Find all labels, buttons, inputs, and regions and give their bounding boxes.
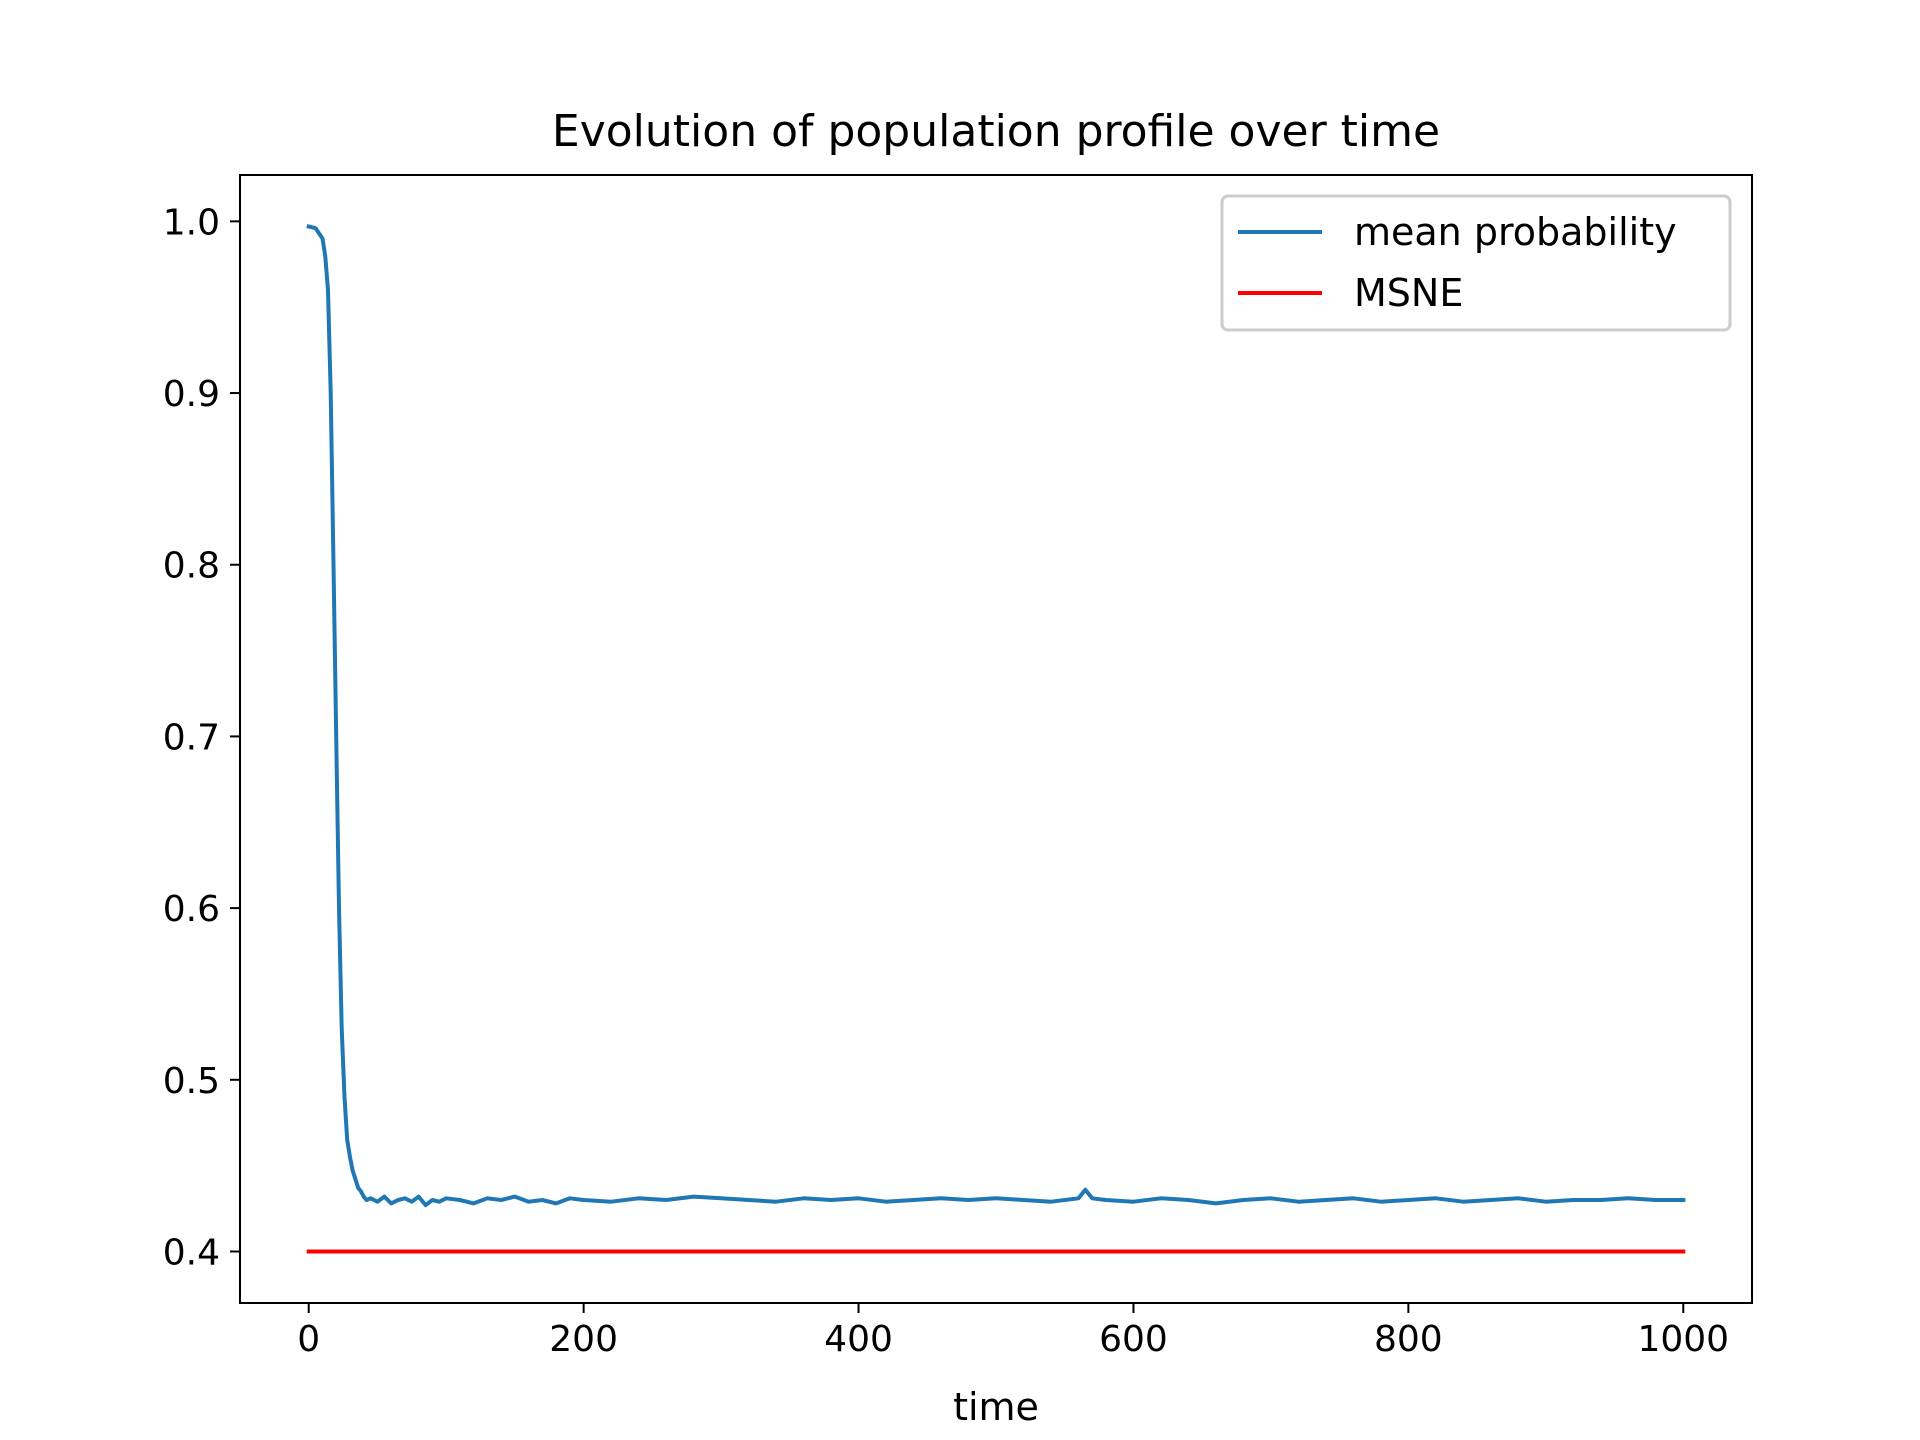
y-tick-label: 1.0: [163, 202, 220, 243]
legend: mean probability MSNE: [1220, 194, 1732, 332]
series-layer: [306, 224, 1686, 1254]
x-tick-label: 400: [824, 1319, 893, 1360]
y-axis: 0.4 0.5 0.6 0.7 0.8 0.9 1.0: [163, 202, 240, 1273]
x-axis: 0 200 400 600 800 1000: [297, 1303, 1729, 1360]
y-tick-label: 0.7: [163, 717, 220, 758]
chart-title: Evolution of population profile over tim…: [552, 106, 1440, 157]
y-tick-label: 0.5: [163, 1061, 220, 1102]
y-tick-label: 0.6: [163, 889, 220, 930]
x-tick-label: 0: [297, 1319, 320, 1360]
legend-label-msne: MSNE: [1354, 271, 1463, 315]
legend-label-mean-probability: mean probability: [1354, 210, 1677, 254]
x-axis-label: time: [953, 1385, 1039, 1429]
plot-area-frame: [239, 174, 1753, 1304]
x-tick-label: 600: [1099, 1319, 1168, 1360]
legend-box: [1220, 194, 1732, 332]
y-tick-label: 0.4: [163, 1232, 220, 1273]
x-tick-label: 1000: [1637, 1319, 1729, 1360]
y-tick-label: 0.8: [163, 546, 220, 587]
series-line-mean-probability: [306, 224, 1686, 1208]
x-tick-label: 800: [1374, 1319, 1443, 1360]
x-tick-label: 200: [549, 1319, 618, 1360]
y-tick-label: 0.9: [163, 374, 220, 415]
